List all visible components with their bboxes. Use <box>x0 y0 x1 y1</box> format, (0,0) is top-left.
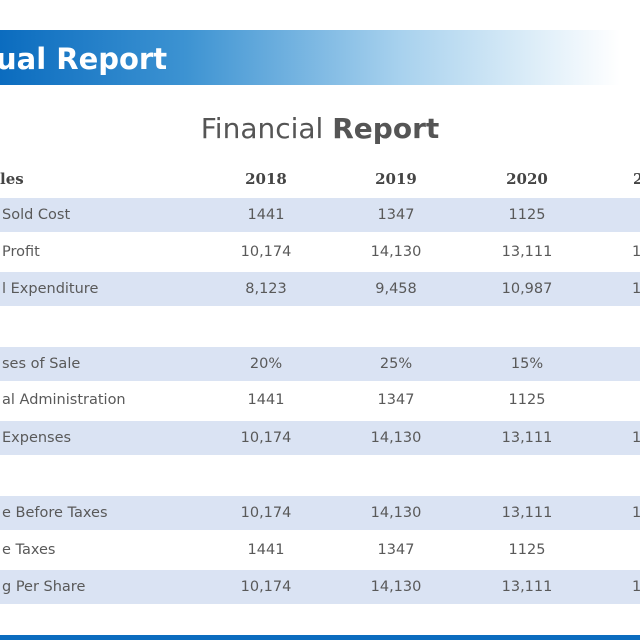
row-label: ses of Sale <box>2 356 81 372</box>
row-value: 13,111 <box>501 505 553 521</box>
header-next: 2 <box>633 170 640 188</box>
row-value: 8,123 <box>245 281 287 297</box>
row-value: 10,174 <box>240 505 292 521</box>
table-row: e Taxes 1441 1347 1125 <box>0 533 640 567</box>
header-2018: 2018 <box>245 170 287 188</box>
row-value: 10,174 <box>240 430 292 446</box>
row-value: 1 <box>632 244 640 260</box>
row-value: 15% <box>510 356 544 372</box>
row-value: 10,174 <box>240 244 292 260</box>
row-value: 13,111 <box>501 244 553 260</box>
row-value: 1441 <box>247 392 285 408</box>
table-header: les 2018 2019 2020 2 <box>0 162 640 196</box>
table-row: Sold Cost 1441 1347 1125 <box>0 198 640 232</box>
row-value: 1347 <box>377 392 415 408</box>
title-bold: Report <box>332 112 440 145</box>
row-value: 1 <box>632 430 640 446</box>
table-row: e Before Taxes 10,174 14,130 13,111 1 <box>0 496 640 530</box>
row-value: 14,130 <box>370 430 422 446</box>
bottom-bar <box>0 635 640 640</box>
row-value: 10,987 <box>501 281 553 297</box>
row-value: 13,111 <box>501 579 553 595</box>
row-value: 1 <box>632 505 640 521</box>
title-light: Financial <box>200 112 324 145</box>
row-label: Sold Cost <box>2 207 71 223</box>
row-value: 1125 <box>508 542 546 558</box>
header-2019: 2019 <box>375 170 417 188</box>
table-row: Profit 10,174 14,130 13,111 1 <box>0 235 640 269</box>
title-banner <box>0 30 620 85</box>
row-label: Expenses <box>2 430 72 446</box>
row-value: 1441 <box>247 207 285 223</box>
row-value: 1441 <box>247 542 285 558</box>
header-2020: 2020 <box>506 170 548 188</box>
row-value: 14,130 <box>370 244 422 260</box>
table-row: ses of Sale 20% 25% 15% <box>0 347 640 381</box>
row-label: e Before Taxes <box>2 505 108 521</box>
table-row: al Administration 1441 1347 1125 <box>0 383 640 417</box>
row-value: 1347 <box>377 207 415 223</box>
row-value: 20% <box>249 356 283 372</box>
banner-title: ual Report <box>0 42 168 76</box>
row-value: 10,174 <box>240 579 292 595</box>
table-row: g Per Share 10,174 14,130 13,111 1 <box>0 570 640 604</box>
row-value: 1 <box>632 579 640 595</box>
row-label: g Per Share <box>2 579 86 595</box>
table-row: Expenses 10,174 14,130 13,111 1 <box>0 421 640 455</box>
row-value: 14,130 <box>370 505 422 521</box>
row-label: al Administration <box>2 392 126 408</box>
row-value: 1 <box>632 281 640 297</box>
header-label: les <box>0 170 24 188</box>
row-value: 1347 <box>377 542 415 558</box>
page-title: Financial Report <box>0 112 640 145</box>
row-value: 25% <box>379 356 413 372</box>
row-value: 13,111 <box>501 430 553 446</box>
row-label: l Expenditure <box>2 281 99 297</box>
row-value: 1125 <box>508 392 546 408</box>
row-value: 9,458 <box>375 281 417 297</box>
row-value: 14,130 <box>370 579 422 595</box>
row-label: e Taxes <box>2 542 56 558</box>
row-label: Profit <box>2 244 40 260</box>
row-value: 1125 <box>508 207 546 223</box>
table-row: l Expenditure 8,123 9,458 10,987 1 <box>0 272 640 306</box>
